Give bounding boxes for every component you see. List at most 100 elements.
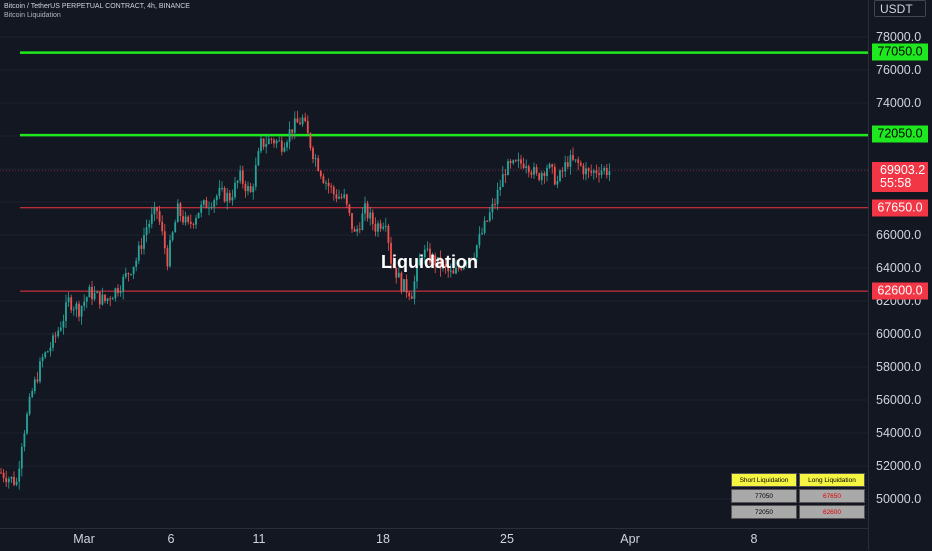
- time-tick: 11: [252, 532, 266, 546]
- symbol-title: Bitcoin / TetherUS PERPETUAL CONTRACT, 4…: [4, 3, 190, 10]
- candle-body: [26, 413, 28, 434]
- candle-body: [59, 327, 62, 331]
- candle-body: [247, 186, 249, 192]
- candle-body: [267, 138, 270, 145]
- current-price-tag: 69903.2 55:58: [872, 162, 928, 192]
- candle-body: [291, 129, 294, 133]
- price-axis[interactable]: [868, 0, 932, 550]
- candle-body: [369, 212, 372, 219]
- candle-body: [195, 218, 197, 225]
- candle-body: [189, 221, 192, 224]
- candle-body: [377, 223, 379, 232]
- candle-body: [564, 162, 567, 172]
- candle-body: [598, 173, 600, 175]
- price-chart[interactable]: [0, 0, 868, 528]
- time-tick: 25: [500, 532, 514, 546]
- candle-body: [241, 170, 244, 184]
- candle-body: [605, 168, 608, 176]
- bar-countdown: 55:58: [880, 176, 912, 190]
- candle-body: [192, 223, 195, 225]
- candle-body: [33, 379, 36, 392]
- long-liquidation-header: Long Liquidation: [799, 473, 865, 487]
- candle-body: [592, 170, 595, 173]
- chart-area[interactable]: Bitcoin / TetherUS PERPETUAL CONTRACT, 4…: [0, 0, 868, 528]
- candle-body: [202, 200, 205, 205]
- candle-body: [101, 294, 104, 305]
- candle-body: [317, 158, 320, 171]
- candle-body: [257, 151, 260, 166]
- candle-body: [36, 379, 39, 382]
- candle-body: [340, 196, 343, 198]
- candle-body: [176, 203, 179, 223]
- candle-body: [478, 234, 481, 246]
- candle-body: [132, 266, 135, 275]
- time-tick: Mar: [73, 532, 95, 546]
- candle-body: [275, 140, 278, 144]
- candle-body: [577, 159, 580, 163]
- candle-body: [330, 186, 333, 188]
- candle-body: [535, 167, 538, 174]
- candle-body: [197, 212, 200, 219]
- candle-body: [325, 182, 327, 184]
- candle-body: [174, 222, 177, 233]
- candle-body: [156, 207, 158, 212]
- candle-body: [452, 270, 455, 274]
- candle-body: [403, 279, 405, 292]
- candle-body: [75, 303, 78, 310]
- price-tick: 60000.0: [876, 327, 922, 341]
- candle-body: [416, 265, 418, 282]
- candle-body: [143, 235, 145, 249]
- candle-body: [460, 268, 463, 270]
- short-level-tag: 72050.0: [872, 125, 928, 143]
- candle-body: [286, 142, 288, 148]
- price-tick: 66000.0: [876, 228, 922, 242]
- candle-body: [387, 225, 390, 243]
- candle-body: [457, 267, 460, 269]
- price-tick: 76000.0: [876, 63, 922, 77]
- candle-body: [15, 481, 18, 485]
- candle-body: [218, 188, 221, 196]
- currency-button[interactable]: USDT: [874, 0, 926, 17]
- candle-body: [436, 257, 439, 266]
- candle-body: [392, 263, 395, 268]
- candle-body: [210, 206, 213, 208]
- price-tick: 64000.0: [876, 261, 922, 275]
- candle-body: [283, 147, 286, 152]
- candle-body: [98, 291, 101, 305]
- candle-body: [80, 305, 83, 317]
- candle-body: [244, 183, 247, 192]
- candle-body: [20, 446, 23, 469]
- candle-body: [280, 140, 283, 152]
- candle-body: [566, 162, 569, 167]
- candle-body: [405, 279, 408, 293]
- candle-body: [234, 182, 236, 198]
- candle-body: [431, 255, 434, 263]
- candle-body: [252, 186, 255, 193]
- candle-body: [327, 182, 330, 187]
- candle-body: [236, 180, 239, 183]
- candle-body: [345, 194, 348, 205]
- candle-body: [23, 433, 26, 447]
- candle-body: [384, 225, 387, 227]
- candle-body: [525, 166, 528, 168]
- candle-body: [587, 168, 590, 172]
- indicator-title[interactable]: Bitcoin Liquidation: [4, 12, 61, 19]
- time-tick: Apr: [620, 532, 640, 546]
- candle-body: [561, 170, 564, 172]
- candle-body: [122, 276, 125, 292]
- table-row: 72050 62600: [731, 505, 865, 519]
- candle-body: [223, 187, 226, 202]
- time-axis[interactable]: [0, 528, 868, 551]
- candle-body: [148, 223, 151, 228]
- time-tick: 6: [167, 532, 175, 546]
- candle-body: [293, 118, 296, 133]
- candle-body: [462, 263, 465, 270]
- liquidation-table: Short Liquidation Long Liquidation 77050…: [729, 471, 867, 521]
- candle-body: [169, 240, 171, 267]
- candle-body: [465, 262, 468, 264]
- candle-body: [184, 216, 187, 223]
- candle-body: [137, 245, 140, 261]
- long-level-tag: 62600.0: [872, 282, 928, 300]
- candle-body: [444, 264, 447, 268]
- candle-body: [559, 170, 561, 182]
